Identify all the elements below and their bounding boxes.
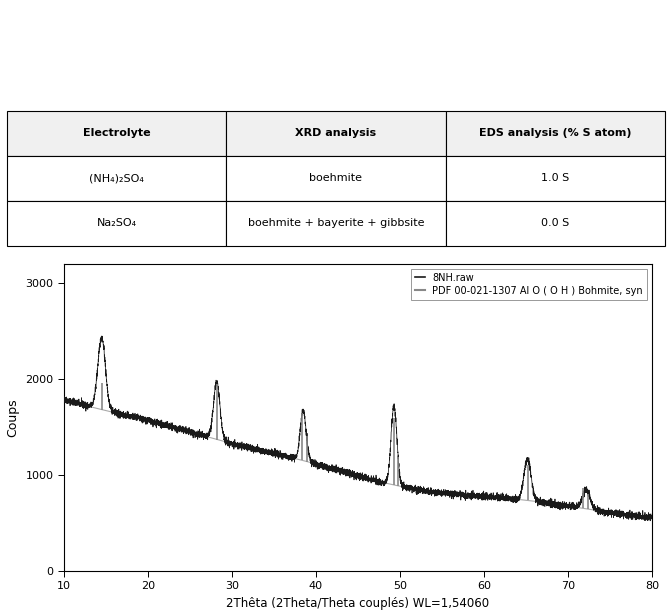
- Y-axis label: Coups: Coups: [7, 398, 19, 437]
- X-axis label: 2Thêta (2Theta/Theta couplés) WL=1,54060: 2Thêta (2Theta/Theta couplés) WL=1,54060: [226, 597, 489, 610]
- Legend: 8NH.raw, PDF 00-021-1307 Al O ( O H ) Bohmite, syn: 8NH.raw, PDF 00-021-1307 Al O ( O H ) Bo…: [411, 269, 647, 300]
